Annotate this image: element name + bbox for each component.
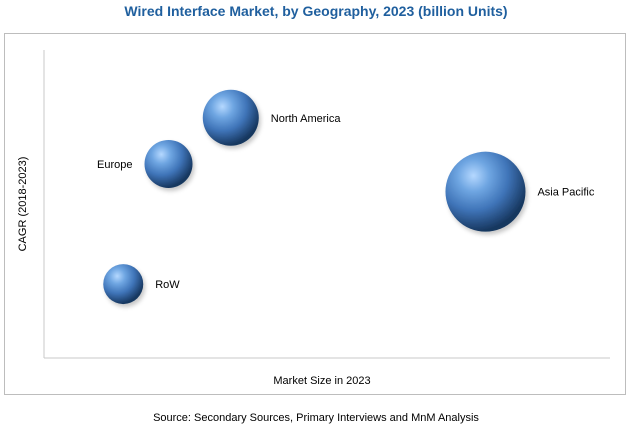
x-axis-title: Market Size in 2023 (273, 375, 370, 387)
bubble-label-asia-pacific: Asia Pacific (537, 187, 594, 199)
bubble-label-europe: Europe (97, 159, 132, 171)
bubble-row (103, 264, 144, 305)
bubble-label-row: RoW (155, 279, 180, 291)
bubble-north-america (202, 89, 259, 146)
y-axis-title: CAGR (2018-2023) (17, 157, 29, 252)
bubbles-layer: North America Europe Asia Pacific RoW (97, 89, 595, 305)
chart-title: Wired Interface Market, by Geography, 20… (124, 3, 508, 19)
bubble-europe (144, 139, 193, 188)
bubble-asia-pacific (445, 151, 526, 232)
bubble-label-north-america: North America (271, 113, 342, 125)
source-note: Source: Secondary Sources, Primary Inter… (153, 412, 479, 424)
chart-frame (4, 33, 626, 395)
